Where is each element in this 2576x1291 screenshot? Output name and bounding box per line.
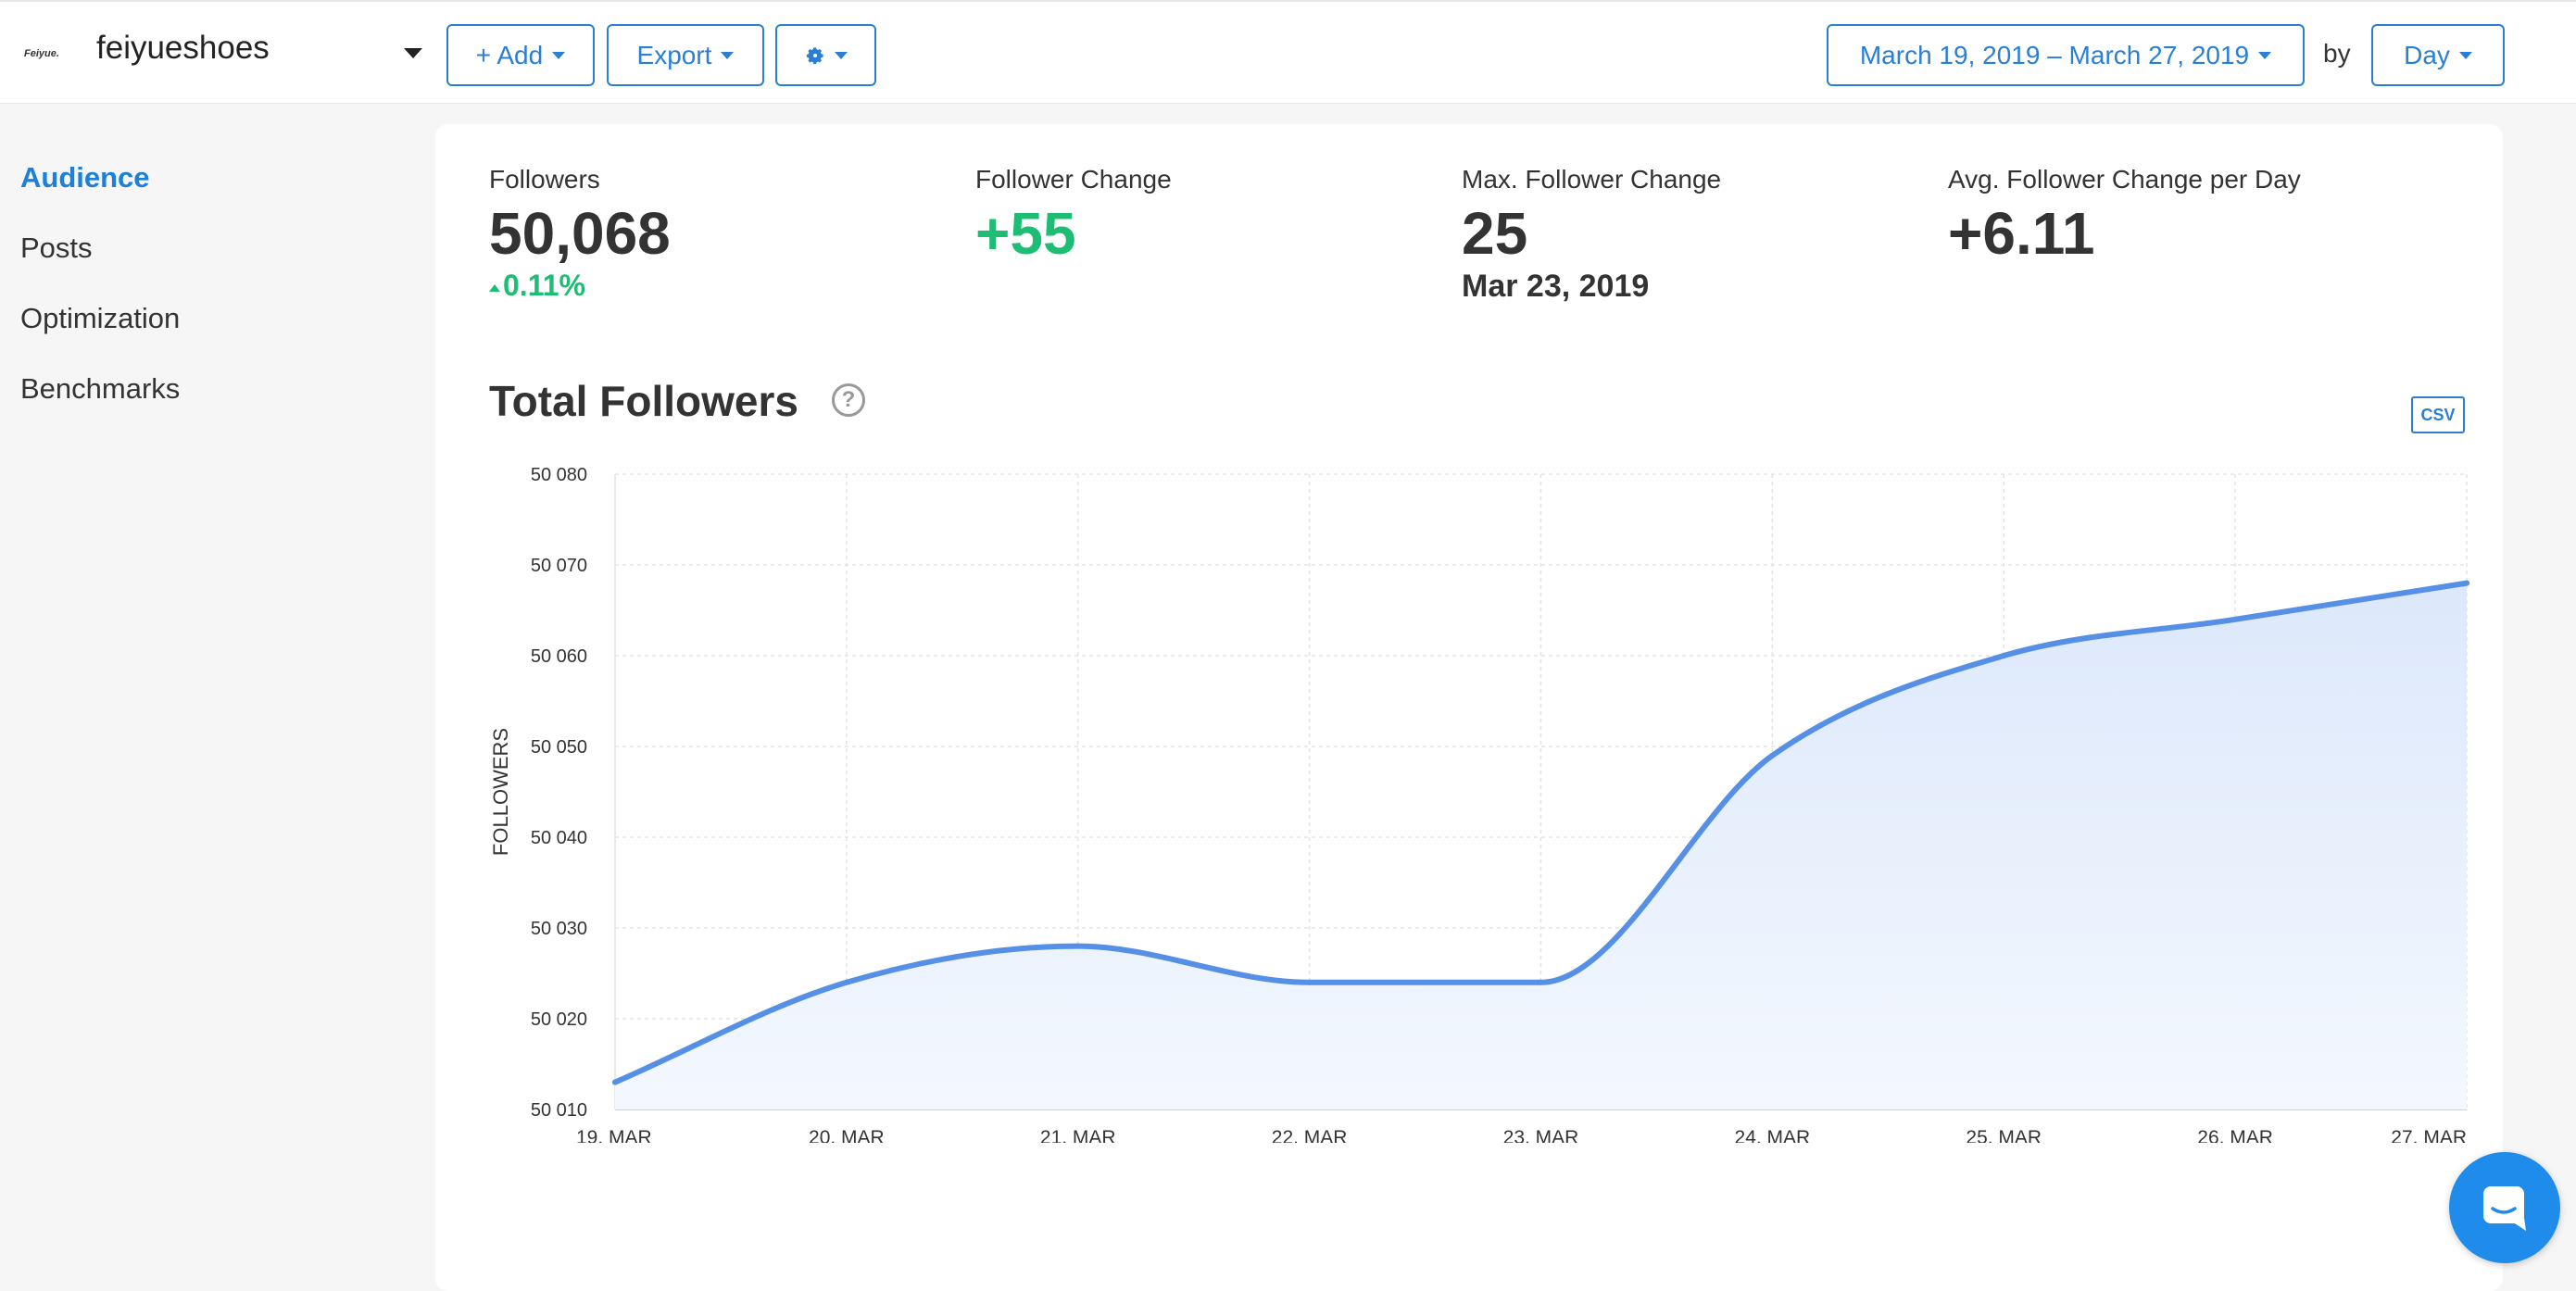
chevron-down-icon	[2258, 51, 2272, 59]
x-tick-label: 22. MAR	[1272, 1127, 1348, 1143]
y-tick-label: 50 080	[531, 465, 587, 485]
main-panel: Followers 50,068 0.11% Follower Change +…	[435, 124, 2503, 1291]
kpi-change-value: 0.11%	[503, 269, 585, 302]
kpi-value: +6.11	[1948, 200, 2095, 267]
data-point	[1306, 979, 1313, 985]
gear-icon	[806, 46, 823, 64]
sidebar-item-optimization[interactable]: Optimization	[20, 302, 181, 334]
chevron-down-icon	[721, 51, 735, 59]
data-point	[2464, 580, 2469, 586]
arrow-up-icon	[489, 283, 500, 292]
chevron-down-icon	[834, 51, 848, 59]
kpi-avg-follower-change: Avg. Follower Change per Day +6.11	[1948, 165, 2301, 267]
y-tick-label: 50 060	[531, 646, 587, 667]
chart-title: Total Followers	[489, 377, 798, 425]
kpi-max-follower-change: Max. Follower Change 25 Mar 23, 2019	[1462, 165, 1721, 305]
by-label: by	[2323, 39, 2351, 68]
chat-launcher-button[interactable]	[2449, 1152, 2560, 1263]
chat-icon	[2483, 1186, 2526, 1231]
series-line	[612, 580, 2469, 1085]
granularity-select[interactable]: Day	[2371, 24, 2505, 86]
sidebar-item-benchmarks[interactable]: Benchmarks	[20, 372, 181, 405]
total-followers-chart: 50 010 50 020 50 030 50 040 50 050 50 060 50 0…	[489, 465, 2469, 1143]
chevron-down-icon	[552, 51, 566, 59]
kpi-change-percent: 0.11%	[489, 269, 671, 303]
date-range-label: March 19, 2019 – March 27, 2019	[1859, 40, 2250, 69]
y-tick-label: 50 050	[531, 737, 587, 758]
data-point	[1074, 943, 1081, 949]
y-axis-title: FOLLOWERS	[489, 728, 512, 856]
x-tick-label: 26. MAR	[2197, 1127, 2273, 1143]
kpi-followers: Followers 50,068 0.11%	[489, 165, 671, 303]
data-point	[1769, 752, 1776, 758]
settings-button[interactable]	[775, 24, 876, 86]
add-button-label: + Add	[475, 40, 544, 69]
brand-logo: Feiyue.	[24, 48, 59, 59]
date-range-picker[interactable]: March 19, 2019 – March 27, 2019	[1827, 24, 2305, 86]
sidebar-item-posts[interactable]: Posts	[20, 232, 93, 264]
data-point	[2001, 653, 2007, 658]
kpi-value: 50,068	[489, 200, 671, 267]
account-dropdown-caret-icon[interactable]	[404, 48, 422, 58]
data-point	[1538, 979, 1544, 985]
kpi-value: +55	[975, 200, 1076, 267]
chevron-down-icon	[2458, 51, 2472, 59]
y-tick-label: 50 010	[531, 1100, 587, 1121]
kpi-label: Avg. Follower Change per Day	[1948, 165, 2301, 194]
export-button[interactable]: Export	[607, 24, 764, 86]
y-tick-label: 50 030	[531, 919, 587, 939]
export-button-label: Export	[636, 40, 712, 69]
series-area	[615, 583, 2467, 1109]
x-tick-label: 27. MAR	[2391, 1127, 2467, 1143]
x-tick-label: 20. MAR	[809, 1127, 885, 1143]
x-tick-label: 21. MAR	[1040, 1127, 1116, 1143]
granularity-label: Day	[2404, 40, 2450, 69]
kpi-date: Mar 23, 2019	[1462, 269, 1650, 304]
help-icon[interactable]: ?	[832, 383, 865, 417]
svg-text:Feiyue.: Feiyue.	[24, 48, 59, 59]
sidebar-item-audience[interactable]: Audience	[20, 161, 150, 194]
x-tick-label: 25. MAR	[1966, 1127, 2042, 1143]
data-point	[612, 1079, 618, 1085]
kpi-follower-change: Follower Change +55	[975, 165, 1172, 267]
x-tick-label: 24. MAR	[1735, 1127, 1811, 1143]
y-tick-label: 50 040	[531, 828, 587, 848]
data-point	[2232, 616, 2239, 622]
x-tick-label: 23. MAR	[1503, 1127, 1579, 1143]
kpi-label: Max. Follower Change	[1462, 165, 1722, 194]
add-button[interactable]: + Add	[446, 24, 595, 86]
top-toolbar: Feiyue. feiyueshoes + Add Export March 1…	[0, 0, 2576, 104]
x-tick-label: 19. MAR	[576, 1127, 652, 1143]
data-point	[843, 979, 849, 985]
y-tick-label: 50 070	[531, 556, 587, 576]
kpi-value: 25	[1462, 200, 1528, 267]
csv-export-button[interactable]: CSV	[2411, 396, 2465, 433]
kpi-label: Followers	[489, 165, 600, 194]
account-name[interactable]: feiyueshoes	[96, 30, 270, 66]
kpi-label: Follower Change	[975, 165, 1172, 194]
y-tick-label: 50 020	[531, 1009, 587, 1030]
